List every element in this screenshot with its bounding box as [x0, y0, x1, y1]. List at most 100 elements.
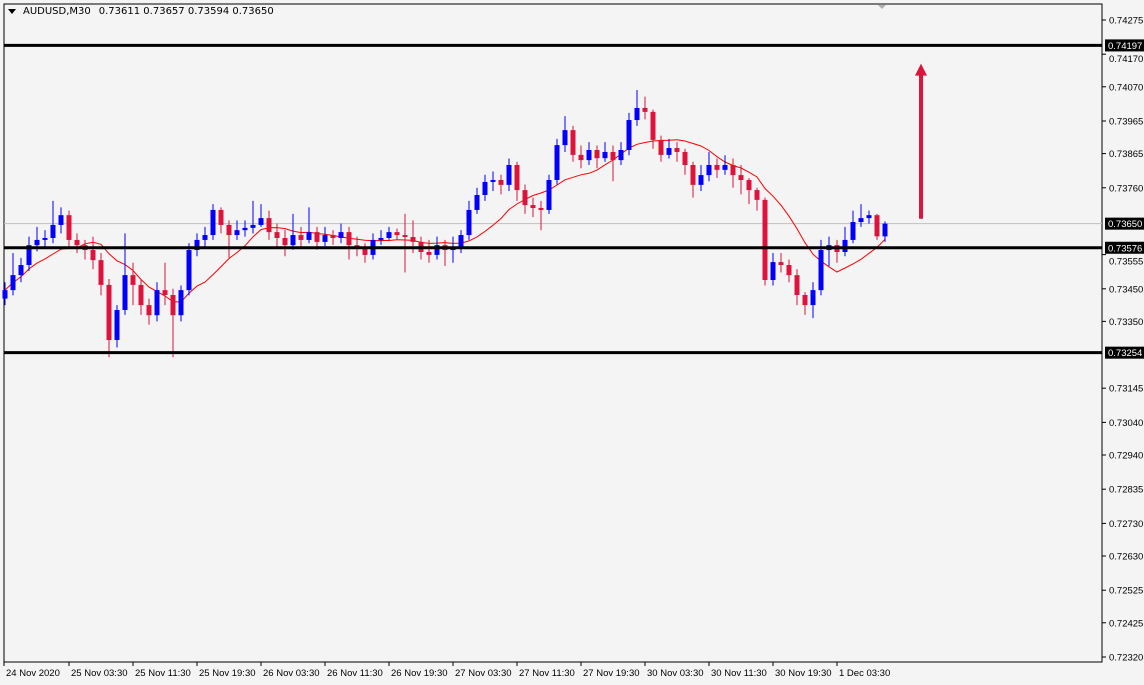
bull-candle [378, 237, 384, 240]
bull-candle [26, 245, 32, 266]
bull-candle [618, 150, 624, 161]
bull-candle [178, 290, 184, 316]
bear-candle [714, 164, 720, 170]
bull-candle [506, 164, 512, 185]
bull-candle [706, 164, 712, 176]
y-tick-label: 0.72730 [1109, 519, 1143, 530]
bull-candle [842, 239, 848, 252]
bull-candle [810, 290, 816, 306]
bull-candle [434, 245, 440, 255]
bear-candle [402, 235, 408, 238]
bear-candle [90, 250, 96, 261]
x-tick-label: 27 Nov 11:30 [519, 668, 575, 679]
bull-candle [634, 107, 640, 121]
bull-candle [210, 209, 216, 236]
bear-candle [170, 295, 176, 316]
bull-candle [186, 250, 192, 291]
y-tick-label: 0.73865 [1109, 149, 1143, 160]
x-tick-label: 30 Nov 03:30 [647, 668, 704, 679]
shift-marker-icon [878, 5, 886, 9]
x-tick-label: 26 Nov 19:30 [391, 668, 448, 679]
y-tick-label: 0.72425 [1109, 618, 1143, 629]
arrow-head-icon [915, 63, 927, 76]
bull-candle [18, 265, 24, 276]
bear-candle [74, 239, 80, 246]
price-level-tag [1105, 39, 1144, 52]
x-tick-label: 24 Nov 2020 [6, 668, 60, 679]
bull-candle [882, 223, 888, 237]
dropdown-triangle-icon[interactable] [8, 9, 16, 14]
bear-candle [658, 139, 664, 155]
bear-candle [642, 107, 648, 112]
bull-candle [586, 150, 592, 161]
bull-candle [546, 179, 552, 210]
bear-candle [266, 218, 272, 233]
plot-area [3, 3, 1103, 663]
bull-candle [602, 151, 608, 159]
bull-candle [194, 239, 200, 251]
y-tick-label: 0.73145 [1109, 384, 1143, 395]
bull-candle [50, 224, 56, 238]
bear-candle [146, 305, 152, 316]
bear-candle [218, 209, 224, 225]
bear-candle [362, 248, 368, 255]
bull-candle [258, 218, 264, 225]
y-tick-label: 0.74275 [1109, 16, 1143, 27]
bear-candle [226, 224, 232, 236]
bear-candle [794, 275, 800, 296]
bull-candle [154, 290, 160, 316]
chart-header: AUDUSD,M30 0.73611 0.73657 0.73594 0.736… [8, 6, 274, 17]
bull-candle [818, 250, 824, 291]
bull-candle [474, 194, 480, 210]
y-tick-label: 0.72525 [1109, 586, 1143, 597]
bull-candle [866, 215, 872, 219]
y-tick-label: 0.73965 [1109, 117, 1143, 128]
bear-candle [578, 154, 584, 161]
bear-candle [530, 205, 536, 209]
y-tick-label: 0.73350 [1109, 317, 1143, 328]
x-tick-label: 25 Nov 19:30 [199, 668, 256, 679]
x-tick-label: 1 Dec 03:30 [839, 668, 890, 679]
bear-candle [874, 215, 880, 237]
y-tick-label: 0.72940 [1109, 450, 1143, 461]
bear-candle [778, 262, 784, 266]
bear-candle [162, 290, 168, 296]
bear-candle [682, 151, 688, 165]
bear-candle [298, 235, 304, 240]
bear-candle [426, 251, 432, 255]
bull-candle [202, 235, 208, 240]
bull-candle [626, 120, 632, 151]
bear-candle [538, 208, 544, 210]
x-tick-label: 27 Nov 19:30 [583, 668, 640, 679]
y-tick-label: 0.73040 [1109, 418, 1143, 429]
bear-candle [282, 237, 288, 246]
bull-candle [338, 232, 344, 238]
bear-candle [570, 130, 576, 155]
bull-candle [42, 237, 48, 240]
bear-candle [802, 295, 808, 306]
y-tick-label: 0.72630 [1109, 551, 1143, 562]
symbol-label: AUDUSD,M30 [23, 6, 91, 17]
x-tick-label: 27 Nov 03:30 [455, 668, 512, 679]
bull-candle [234, 230, 240, 236]
bull-candle [562, 130, 568, 146]
bull-candle [114, 309, 120, 340]
y-tick-label: 0.72835 [1109, 485, 1143, 496]
bull-candle [386, 232, 392, 238]
bull-candle [458, 235, 464, 249]
bear-candle [730, 164, 736, 176]
bull-candle [858, 218, 864, 223]
bull-candle [698, 175, 704, 185]
x-tick-label: 30 Nov 19:30 [775, 668, 832, 679]
bear-candle [610, 151, 616, 161]
bear-candle [130, 275, 136, 285]
bear-candle [738, 175, 744, 180]
bull-candle [554, 145, 560, 180]
y-tick-label: 0.72320 [1109, 653, 1143, 664]
bull-candle [322, 235, 328, 242]
bid-price-tag [1105, 217, 1144, 230]
bear-candle [754, 190, 760, 200]
bear-candle [106, 284, 112, 340]
bull-candle [10, 275, 16, 291]
